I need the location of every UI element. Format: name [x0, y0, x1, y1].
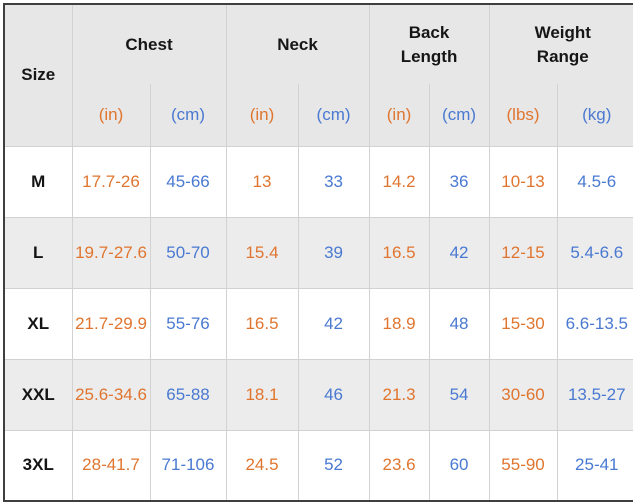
cell-neck-cm: 33	[297, 145, 370, 217]
cell-chest-in: 28-41.7	[71, 429, 151, 501]
header-back-length-cm-unit: (cm)	[428, 84, 490, 147]
table-row-xxl: XXL 25.6-34.6 65-88 18.1 46 21.3 54 30-6…	[3, 358, 633, 430]
cell-neck-in: 15.4	[225, 216, 299, 288]
cell-back-length-in: 18.9	[368, 287, 430, 359]
cell-neck-cm: 42	[297, 287, 370, 359]
header-neck-cm-unit: (cm)	[297, 84, 370, 147]
table-row-3xl: 3XL 28-41.7 71-106 24.5 52 23.6 60 55-90…	[3, 429, 633, 501]
cell-weight-kg: 6.6-13.5	[556, 287, 633, 359]
cell-size: XL	[3, 287, 73, 359]
cell-weight-lbs: 30-60	[488, 358, 558, 430]
cell-back-length-cm: 42	[428, 216, 490, 288]
cell-weight-kg: 4.5-6	[556, 145, 633, 217]
cell-back-length-cm: 48	[428, 287, 490, 359]
cell-size: M	[3, 145, 73, 217]
cell-neck-in: 13	[225, 145, 299, 217]
cell-chest-cm: 55-76	[149, 287, 227, 359]
cell-chest-in: 17.7-26	[71, 145, 151, 217]
cell-size: 3XL	[3, 429, 73, 501]
header-weight-range-label: Weight Range	[534, 22, 591, 66]
cell-back-length-in: 16.5	[368, 216, 430, 288]
header-chest-in-unit: (in)	[71, 84, 151, 147]
cell-chest-cm: 50-70	[149, 216, 227, 288]
cell-neck-in: 18.1	[225, 358, 299, 430]
cell-weight-lbs: 55-90	[488, 429, 558, 501]
cell-chest-in: 25.6-34.6	[71, 358, 151, 430]
header-weight-range: Weight Range	[488, 4, 633, 84]
cell-back-length-cm: 60	[428, 429, 490, 501]
header-weight-lbs-unit: (lbs)	[488, 84, 558, 147]
cell-neck-cm: 52	[297, 429, 370, 501]
cell-weight-lbs: 10-13	[488, 145, 558, 217]
cell-size: L	[3, 216, 73, 288]
cell-back-length-in: 23.6	[368, 429, 430, 501]
cell-neck-cm: 46	[297, 358, 370, 430]
table-row-xl: XL 21.7-29.9 55-76 16.5 42 18.9 48 15-30…	[3, 287, 633, 359]
header-group-row: Size Chest Neck Back Length Weight Range	[3, 4, 633, 146]
cell-weight-kg: 13.5-27	[556, 358, 633, 430]
cell-back-length-in: 21.3	[368, 358, 430, 430]
cell-weight-kg: 5.4-6.6	[556, 216, 633, 288]
header-back-length-in-unit: (in)	[368, 84, 430, 147]
cell-weight-lbs: 15-30	[488, 287, 558, 359]
table-row-m: M 17.7-26 45-66 13 33 14.2 36 10-13 4.5-…	[3, 145, 633, 217]
header-size: Size	[3, 4, 73, 146]
cell-neck-in: 24.5	[225, 429, 299, 501]
cell-size: XXL	[3, 358, 73, 430]
header-weight-kg-unit: (kg)	[556, 84, 633, 147]
cell-chest-cm: 45-66	[149, 145, 227, 217]
header-unit-row: (in) (cm) (in) (cm) (in) (cm) (lbs) (kg)	[4, 84, 633, 147]
header-chest-cm-unit: (cm)	[149, 84, 227, 147]
cell-back-length-cm: 54	[428, 358, 490, 430]
cell-neck-in: 16.5	[225, 287, 299, 359]
cell-chest-cm: 71-106	[149, 429, 227, 501]
cell-back-length-in: 14.2	[368, 145, 430, 217]
cell-chest-cm: 65-88	[149, 358, 227, 430]
cell-neck-cm: 39	[297, 216, 370, 288]
header-chest: Chest	[71, 4, 227, 84]
header-neck-in-unit: (in)	[225, 84, 299, 147]
header-back-length: Back Length	[368, 4, 490, 84]
cell-chest-in: 21.7-29.9	[71, 287, 151, 359]
cell-chest-in: 19.7-27.6	[71, 216, 151, 288]
size-chart-table: Size Chest Neck Back Length Weight Range…	[3, 3, 633, 502]
cell-back-length-cm: 36	[428, 145, 490, 217]
cell-weight-kg: 25-41	[556, 429, 633, 501]
table-row-l: L 19.7-27.6 50-70 15.4 39 16.5 42 12-15 …	[3, 216, 633, 288]
header-neck: Neck	[225, 4, 370, 84]
cell-weight-lbs: 12-15	[488, 216, 558, 288]
header-back-length-label: Back Length	[400, 22, 458, 66]
